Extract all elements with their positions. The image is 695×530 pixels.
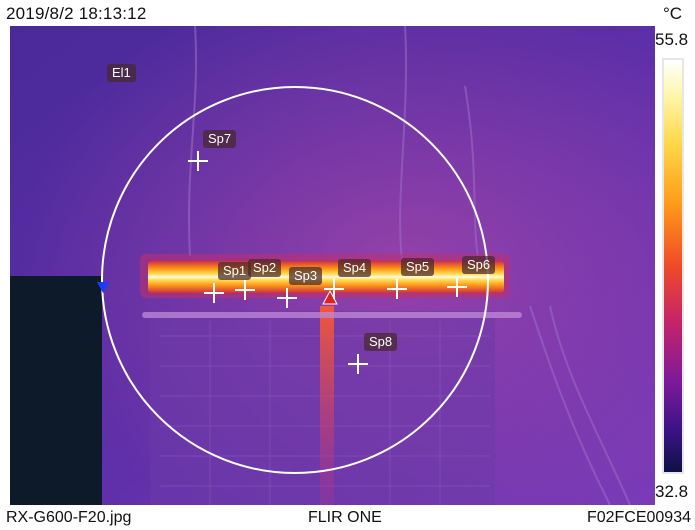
spot-crosshair-sp5 — [387, 279, 407, 299]
camera-serial: F02FCE00934 — [586, 509, 691, 526]
spot-crosshairs — [188, 151, 467, 374]
spot-label-sp4: Sp4 — [338, 259, 372, 277]
mounting-rail — [142, 312, 522, 318]
heat-leak-trail — [320, 306, 334, 505]
bottom-info-bar — [0, 505, 695, 530]
measurement-ellipse[interactable] — [101, 86, 489, 474]
spot-crosshair-sp2 — [235, 280, 255, 300]
spot-crosshair-sp1 — [204, 283, 224, 303]
spot-label-sp5: Sp5 — [401, 258, 435, 276]
spot-crosshair-sp7 — [188, 151, 208, 171]
top-info-bar — [0, 0, 695, 26]
temperature-unit: °C — [663, 4, 683, 23]
cable-lines — [187, 26, 631, 505]
spot-label-sp2: Sp2 — [248, 259, 282, 277]
spot-crosshair-sp8 — [348, 354, 368, 374]
spot-label-sp7: Sp7 — [203, 130, 237, 148]
spot-label-sp3: Sp3 — [289, 267, 323, 285]
spot-label-sp1: Sp1 — [218, 262, 252, 280]
spot-label-sp6: Sp6 — [462, 256, 496, 274]
temperature-scale-bar — [662, 58, 684, 474]
scale-max-value: 55.8 — [655, 30, 689, 49]
thermal-image[interactable]: El1 Sp7 Sp1 Sp2 Sp3 Sp4 Sp5 Sp6 Sp8 — [10, 26, 655, 505]
image-filename: RX-G600-F20.jpg — [6, 509, 132, 526]
spot-crosshair-sp6 — [447, 277, 467, 297]
spot-label-sp8: Sp8 — [364, 333, 398, 351]
spot-crosshair-sp3 — [277, 288, 297, 308]
cold-cabinet-region — [10, 276, 102, 505]
capture-timestamp: 2019/8/2 18:13:12 — [6, 4, 147, 23]
spot-crosshair-sp4 — [324, 279, 344, 299]
camera-model: FLIR ONE — [308, 509, 382, 526]
scale-min-value: 32.8 — [655, 482, 689, 501]
min-temp-marker — [97, 282, 109, 293]
ellipse-label-el1: El1 — [107, 64, 136, 82]
